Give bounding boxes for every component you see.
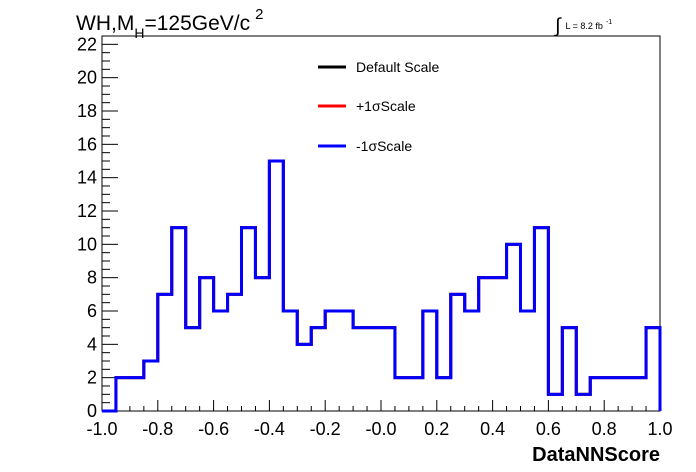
y-tick-label: 20 (77, 68, 97, 88)
x-tick-label: 0.4 (480, 419, 505, 439)
y-tick-label: 22 (77, 34, 97, 54)
y-tick-label: 0 (87, 401, 97, 421)
x-tick-label: -0.8 (142, 419, 173, 439)
legend-label-minus-1-sigma: -1σScale (356, 138, 412, 154)
y-tick-label: 12 (77, 201, 97, 221)
x-tick-label: -0.0 (365, 419, 396, 439)
x-tick-label: 0.6 (536, 419, 561, 439)
x-tick-label: 1.0 (647, 419, 672, 439)
series-layer (102, 159, 662, 413)
y-tick-label: 14 (77, 168, 97, 188)
y-tick-label: 4 (87, 334, 97, 354)
y-tick-label: 2 (87, 368, 97, 388)
y-tick-label: 16 (77, 134, 97, 154)
legend: Default Scale +1σScale -1σScale (318, 59, 439, 154)
x-tick-label: -1.0 (86, 419, 117, 439)
legend-label-plus-1-sigma: +1σScale (356, 98, 416, 114)
legend-label-default-scale: Default Scale (356, 59, 439, 75)
x-axis: -1.0 -0.8 -0.6 -0.4 -0.2 -0.0 0.2 0.4 0.6 0.8 1.0 (86, 400, 673, 439)
y-axis: 0 2 4 6 8 10 12 14 16 18 20 22 (77, 34, 118, 421)
y-tick-label: 8 (87, 268, 97, 288)
chart-title: WH,MH=125GeV/c 2 (76, 6, 263, 41)
x-tick-label: -0.4 (254, 419, 285, 439)
x-axis-title: DataNNScore (532, 444, 660, 466)
series-line-1sigmascale (102, 159, 662, 413)
y-tick-label: 6 (87, 301, 97, 321)
x-tick-label: -0.6 (198, 419, 229, 439)
x-tick-label: 0.8 (592, 419, 617, 439)
y-tick-label: 18 (77, 101, 97, 121)
x-tick-label: 0.2 (424, 419, 449, 439)
y-tick-label: 10 (77, 234, 97, 254)
luminosity-label: ∫ L = 8.2 fb -1 (554, 15, 612, 37)
x-tick-label: -0.2 (310, 419, 341, 439)
